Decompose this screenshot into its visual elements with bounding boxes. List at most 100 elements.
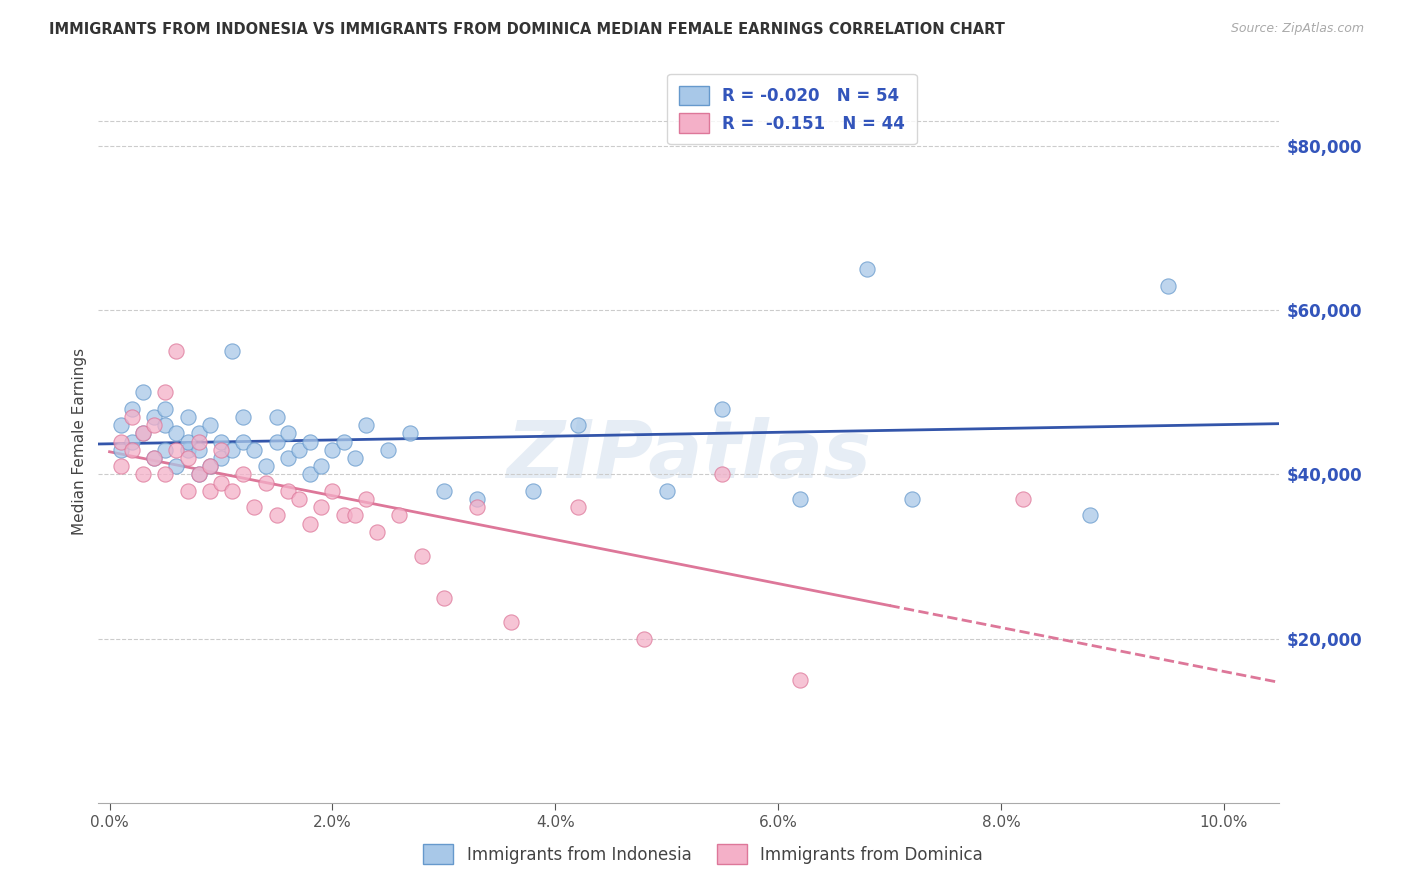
Point [110, 442, 132, 457]
Point [209, 442, 232, 457]
Point [143, 450, 166, 465]
Point [1078, 508, 1101, 523]
Point [277, 483, 299, 498]
Point [299, 467, 322, 482]
Point [221, 442, 243, 457]
Point [411, 549, 433, 564]
Legend: R = -0.020   N = 54, R =  -0.151   N = 44: R = -0.020 N = 54, R = -0.151 N = 44 [668, 74, 917, 145]
Point [209, 450, 232, 465]
Point [155, 418, 177, 433]
Point [221, 344, 243, 359]
Point [343, 450, 366, 465]
Point [354, 418, 377, 433]
Point [155, 467, 177, 482]
Point [155, 401, 177, 416]
Point [243, 442, 266, 457]
Point [209, 475, 232, 490]
Point [176, 450, 198, 465]
Point [110, 418, 132, 433]
Point [121, 409, 143, 424]
Point [143, 409, 166, 424]
Point [711, 401, 734, 416]
Point [522, 483, 544, 498]
Y-axis label: Median Female Earnings: Median Female Earnings [72, 348, 87, 535]
Point [187, 442, 209, 457]
Point [155, 385, 177, 400]
Point [243, 500, 266, 515]
Point [132, 467, 155, 482]
Point [121, 401, 143, 416]
Point [232, 409, 254, 424]
Point [388, 508, 411, 523]
Point [321, 483, 343, 498]
Point [198, 418, 221, 433]
Point [655, 483, 678, 498]
Point [165, 459, 187, 474]
Point [176, 442, 198, 457]
Point [165, 344, 187, 359]
Point [143, 450, 166, 465]
Point [789, 491, 811, 506]
Point [366, 524, 388, 539]
Point [187, 467, 209, 482]
Point [277, 426, 299, 441]
Text: IMMIGRANTS FROM INDONESIA VS IMMIGRANTS FROM DOMINICA MEDIAN FEMALE EARNINGS COR: IMMIGRANTS FROM INDONESIA VS IMMIGRANTS … [49, 22, 1005, 37]
Point [299, 434, 322, 449]
Point [633, 632, 655, 646]
Point [110, 434, 132, 449]
Point [1012, 491, 1035, 506]
Point [198, 483, 221, 498]
Point [198, 459, 221, 474]
Point [165, 426, 187, 441]
Point [399, 426, 422, 441]
Point [266, 508, 288, 523]
Point [711, 467, 734, 482]
Point [254, 459, 277, 474]
Point [288, 491, 311, 506]
Point [856, 262, 879, 277]
Point [254, 475, 277, 490]
Point [221, 483, 243, 498]
Point [266, 434, 288, 449]
Point [343, 508, 366, 523]
Point [299, 516, 322, 531]
Point [155, 442, 177, 457]
Point [789, 673, 811, 687]
Point [266, 409, 288, 424]
Point [332, 508, 354, 523]
Text: Source: ZipAtlas.com: Source: ZipAtlas.com [1230, 22, 1364, 36]
Point [132, 426, 155, 441]
Point [232, 434, 254, 449]
Legend: Immigrants from Indonesia, Immigrants from Dominica: Immigrants from Indonesia, Immigrants fr… [416, 838, 990, 871]
Point [309, 459, 332, 474]
Point [567, 418, 589, 433]
Point [121, 442, 143, 457]
Point [465, 500, 488, 515]
Point [176, 409, 198, 424]
Point [433, 591, 456, 605]
Point [465, 491, 488, 506]
Point [176, 483, 198, 498]
Text: ZIPatlas: ZIPatlas [506, 417, 872, 495]
Point [110, 459, 132, 474]
Point [433, 483, 456, 498]
Point [187, 434, 209, 449]
Point [1157, 278, 1180, 293]
Point [354, 491, 377, 506]
Point [277, 450, 299, 465]
Point [567, 500, 589, 515]
Point [132, 426, 155, 441]
Point [900, 491, 922, 506]
Point [187, 467, 209, 482]
Point [132, 385, 155, 400]
Point [143, 418, 166, 433]
Point [187, 426, 209, 441]
Point [165, 442, 187, 457]
Point [332, 434, 354, 449]
Point [309, 500, 332, 515]
Point [121, 434, 143, 449]
Point [198, 459, 221, 474]
Point [321, 442, 343, 457]
Point [288, 442, 311, 457]
Point [176, 434, 198, 449]
